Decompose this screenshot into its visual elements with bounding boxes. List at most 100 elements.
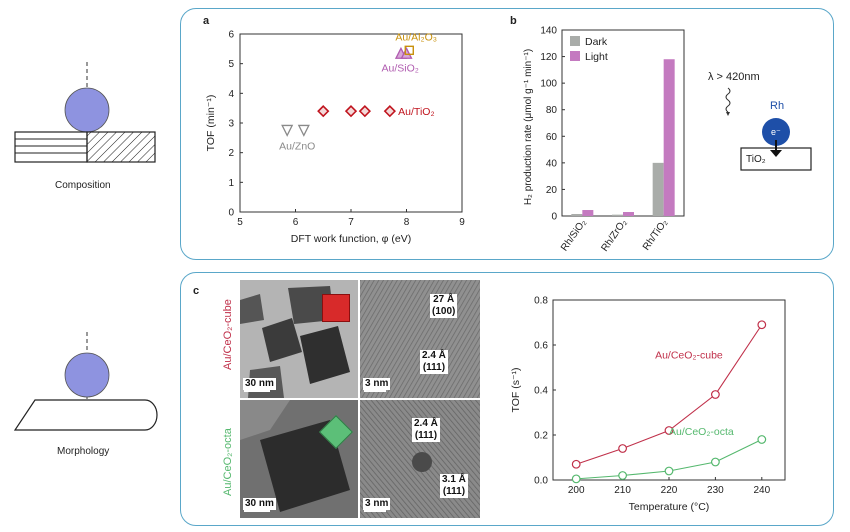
y-axis-label: TOF (min⁻¹) [205, 95, 217, 152]
panel-c-line-chart: 200 210 220 230 240 0.0 0.2 0.4 0.6 0.8 Temperatur… [510, 296, 786, 513]
tio2-point [317, 105, 330, 118]
y-tick-label: 0.6 [534, 341, 548, 352]
wavelength-label: λ > 420nm [708, 71, 760, 83]
tio2-support-label: TiO₂ [746, 154, 766, 165]
hrtem-cube: 27 Å (100) 2.4 Å (111) 3 nm [360, 280, 480, 398]
x-tick-label: 230 [707, 485, 724, 496]
zno-point [297, 124, 310, 137]
series-point [571, 459, 581, 469]
y-tick-label: 3 [228, 119, 234, 130]
x-tick-label: 8 [404, 217, 410, 228]
scalebar-tr [364, 390, 386, 392]
series-point [571, 474, 581, 484]
x-tick-label: 9 [459, 217, 465, 228]
scalebar-bl [244, 510, 270, 512]
lattice-octa-a: 2.4 Å (111) [412, 418, 440, 442]
series-point [710, 457, 720, 467]
series-point [618, 444, 627, 453]
legend-light: Light [585, 51, 608, 63]
y-tick-label: 20 [546, 185, 558, 196]
y-axis-label: H₂ production rate (μmol g⁻¹ min⁻¹) [523, 49, 534, 205]
panel-a-letter: a [203, 15, 210, 27]
rh-tio2-schematic: λ > 420nm Rh e⁻ TiO₂ [700, 60, 820, 180]
lattice-cube-a: 27 Å (100) [430, 294, 458, 318]
morphology-schematic: Morphology [10, 330, 160, 470]
plot-frame [239, 33, 463, 213]
tem-octa-lowmag: 30 nm [240, 400, 358, 518]
y-tick-label: 60 [546, 132, 558, 143]
label-tio2: Au/TiO₂ [398, 106, 434, 118]
morphology-caption: Morphology [57, 446, 110, 457]
composition-caption: Composition [55, 180, 111, 191]
series-point [757, 435, 767, 444]
top-panel [180, 8, 834, 260]
series-point [618, 471, 627, 480]
scalebar-tr-label: 3 nm [363, 378, 391, 390]
lattice-cube-b: 2.4 Å (111) [420, 350, 448, 374]
x-tick-label: 7 [348, 217, 354, 228]
y-tick-label: 100 [540, 79, 557, 90]
tio2-point [383, 105, 396, 118]
series-line [576, 324, 763, 465]
bar-light [582, 210, 594, 216]
scalebar-tl-label: 30 nm [243, 378, 276, 390]
y-tick-label: 0 [551, 212, 557, 223]
series-point [664, 426, 674, 435]
series-point [664, 466, 674, 476]
x-tick-label: 5 [237, 217, 243, 228]
legend-dark: Dark [585, 36, 608, 48]
series-point [757, 320, 767, 330]
y-tick-label: 6 [228, 30, 234, 41]
x-axis-label: Temperature (°C) [629, 501, 710, 513]
sio2-point [400, 46, 413, 59]
panel-b-letter: b [510, 15, 517, 27]
zno-point [281, 124, 294, 137]
cube-side-label: Au/CeO₂-cube [222, 299, 234, 370]
legend-swatch-light [570, 51, 580, 61]
bar-light [663, 59, 675, 216]
panel-c-letter: c [193, 285, 200, 297]
y-tick-label: 1 [228, 178, 234, 189]
plot-frame [552, 299, 786, 481]
y-tick-label: 80 [546, 105, 558, 116]
label-al2o3: Au/Al₂O₃ [395, 31, 437, 43]
y-tick-label: 0.8 [534, 296, 548, 307]
scalebar-bl-label: 30 nm [243, 498, 276, 510]
panel-a-scatter-chart: 5 6 7 8 9 0 1 2 3 4 5 6 DFT work function, φ (eV) TOF… [205, 30, 465, 246]
y-tick-label: 0.0 [534, 476, 548, 487]
bar-light [623, 212, 634, 216]
x-tick-label: 220 [661, 485, 678, 496]
series-label-cube: Au/CeO₂-cube [655, 350, 723, 362]
rh-label: Rh [770, 100, 785, 112]
series-label-octa: Au/CeO₂-octa [669, 426, 734, 438]
lattice-octa-b: 3.1 Å (111) [440, 474, 468, 498]
y-tick-label: 140 [540, 26, 557, 37]
composition-schematic: Composition [10, 60, 160, 200]
tio2-point [344, 105, 358, 118]
tio2-point [358, 105, 372, 118]
y-tick-label: 4 [228, 89, 234, 100]
category-label: Rh/SiO₂ [559, 217, 589, 253]
label-sio2: Au/SiO₂ [382, 62, 419, 74]
electron-label: e⁻ [771, 127, 781, 137]
y-tick-label: 0 [228, 208, 234, 219]
x-axis-label: DFT work function, φ (eV) [291, 233, 411, 245]
cube-model-icon [322, 294, 350, 322]
legend-swatch-dark [570, 36, 580, 46]
y-tick-label: 0.2 [534, 431, 548, 442]
x-tick-label: 6 [293, 217, 299, 228]
x-tick-label: 240 [753, 485, 770, 496]
x-tick-label: 200 [568, 485, 585, 496]
y-tick-label: 5 [228, 59, 234, 70]
y-axis-label: TOF (s⁻¹) [510, 367, 522, 412]
scalebar-br-label: 3 nm [363, 498, 391, 510]
y-tick-label: 40 [546, 158, 558, 169]
tem-cube-lowmag: 30 nm [240, 280, 358, 398]
bar-dark [571, 214, 583, 216]
octa-side-label: Au/CeO₂-octa [222, 428, 234, 496]
panel-b-bar-chart: 0 20 40 60 80 100 120 140 H₂ production rate (μm… [523, 26, 685, 254]
y-tick-label: 0.4 [534, 386, 548, 397]
label-zno: Au/ZnO [279, 140, 315, 152]
category-label: Rh/ZrO₂ [599, 217, 629, 253]
al2o3-point [404, 45, 414, 56]
